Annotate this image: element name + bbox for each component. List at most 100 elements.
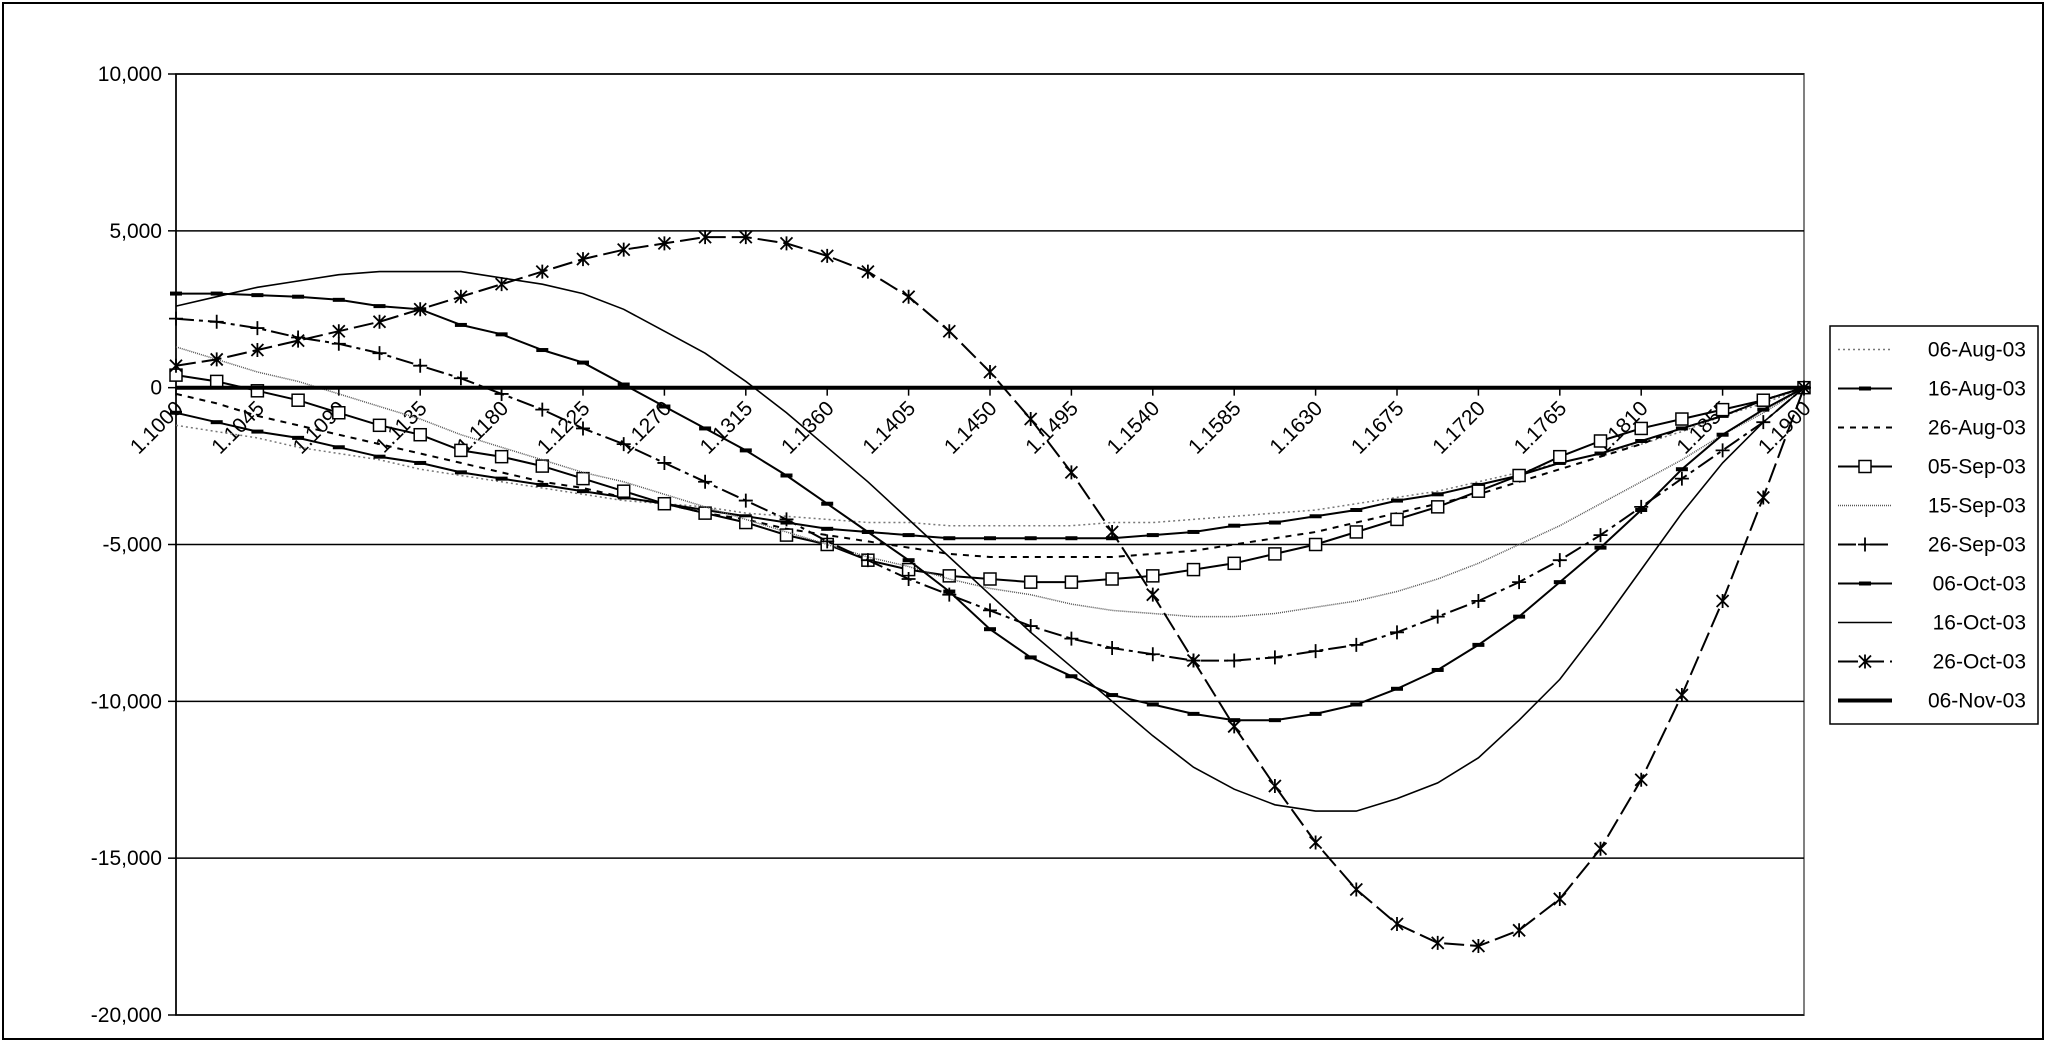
marker-star [1675,688,1689,703]
y-tick-label: -5,000 [102,534,162,557]
marker-star [1186,653,1201,668]
marker-plus [209,314,224,329]
marker-square [942,569,957,583]
marker-star [1634,772,1648,787]
legend-label: 16-Oct-03 [1933,612,2026,635]
marker-plus [413,358,428,373]
marker-star [169,358,183,373]
marker-plus [657,455,672,470]
marker-square [454,443,468,458]
marker-star [332,324,346,339]
marker-star [1349,882,1363,897]
legend-box [1829,325,2039,725]
legend-label: 05-Sep-03 [1928,456,2026,479]
marker-square [1634,421,1648,436]
marker-plus [1552,553,1567,568]
marker-plus [901,572,916,587]
marker-plus [779,512,794,527]
series-line [175,387,1805,527]
marker-plus [1105,641,1120,656]
series-line [175,346,1805,618]
marker-plus [1145,647,1160,662]
marker-plus [1064,631,1079,646]
marker-square [1064,575,1079,589]
marker-square [1308,537,1323,552]
marker-plus [372,346,387,361]
marker-plus [453,371,468,386]
marker-plus [1308,644,1323,659]
marker-plus [1471,593,1486,608]
marker-star [494,277,509,292]
marker-star [1512,923,1526,938]
marker-star [1756,490,1770,505]
marker-star [1064,465,1079,480]
marker-square [1553,449,1567,464]
marker-plus [1349,637,1364,652]
marker-square [372,418,387,433]
marker-star [576,252,590,267]
marker-square [1593,434,1608,448]
marker-plus [983,603,997,618]
marker-star [617,242,631,257]
marker-square [1105,572,1119,586]
marker-star [983,364,997,379]
marker-square [1227,556,1241,571]
marker-star [1146,587,1160,602]
marker-plus [1227,653,1242,668]
marker-star [739,230,753,245]
marker-plus [1674,471,1689,486]
marker-square [576,471,590,486]
marker-star [1715,593,1730,608]
marker-square [1756,393,1771,407]
legend-label: 26-Oct-03 [1933,651,2026,674]
marker-square [535,459,550,473]
marker-star [291,333,305,348]
series-line [175,270,1805,812]
legend-label: 06-Nov-03 [1928,690,2026,713]
legend-label: 06-Aug-03 [1928,339,2026,362]
marker-plus [698,474,713,489]
marker-star [1268,779,1282,794]
legend-marker [1858,459,1872,474]
marker-square [1430,500,1445,514]
marker-plus [1715,443,1730,458]
marker-plus [738,493,753,508]
marker-square [1715,402,1730,417]
marker-star [901,289,916,304]
marker-plus [331,336,346,351]
y-tick-label: -15,000 [91,847,162,870]
marker-star [1308,835,1323,850]
marker-star [1390,917,1404,932]
marker-square [1471,484,1486,498]
marker-star [861,264,875,279]
series-line [175,386,1805,558]
marker-star [1593,841,1608,856]
y-tick-label: -20,000 [91,1004,162,1027]
legend-label: 06-Oct-03 [1933,573,2026,596]
marker-star [372,314,387,329]
legend-marker [1858,654,1872,669]
marker-square [1675,412,1689,426]
marker-square [1023,575,1038,589]
legend-label: 16-Aug-03 [1928,378,2026,401]
marker-square [739,515,753,530]
marker-square [1349,525,1364,539]
marker-plus [860,553,875,568]
marker-square [616,484,631,498]
marker-square [657,496,672,511]
marker-star [210,352,224,367]
marker-plus [576,421,590,436]
marker-star [942,324,956,339]
marker-star [820,248,834,263]
marker-star [779,236,794,251]
marker-square [1146,569,1160,583]
marker-star [535,264,549,279]
marker-square [209,374,224,389]
marker-star [1471,938,1486,953]
marker-plus [1023,619,1038,634]
marker-plus [250,321,265,336]
legend-label: 26-Sep-03 [1928,534,2026,557]
legend-marker [1858,537,1872,552]
marker-star [1227,719,1241,734]
marker-square [698,506,712,520]
